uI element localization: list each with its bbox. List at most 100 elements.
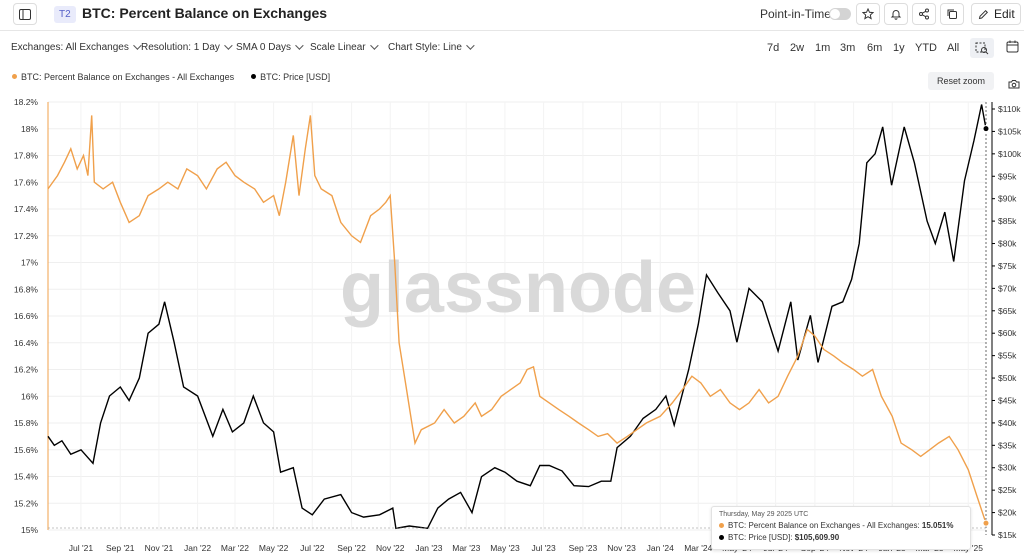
y-left-tick-label: 15%: [21, 525, 38, 535]
y-left-tick-label: 16.2%: [14, 365, 39, 375]
sma-dropdown[interactable]: SMA 0 Days: [236, 41, 304, 53]
scale-dropdown[interactable]: Scale Linear: [310, 41, 379, 53]
y-left-tick-label: 16.4%: [14, 338, 39, 348]
range-1m[interactable]: 1m: [815, 42, 831, 54]
y-right-tick-label: $35k: [998, 440, 1017, 450]
bell-icon: [890, 10, 902, 20]
point-in-time-toggle[interactable]: [829, 8, 851, 20]
tooltip-price-label: BTC: Price [USD]:: [728, 533, 793, 542]
legend-item-balance[interactable]: BTC: Percent Balance on Exchanges - All …: [12, 72, 234, 82]
grid-lines: [48, 101, 986, 531]
range-1y[interactable]: 1y: [893, 42, 905, 54]
camera-icon: [1008, 80, 1020, 89]
y-right-tick-label: $45k: [998, 395, 1017, 405]
alert-button[interactable]: [884, 3, 908, 25]
y-left-tick-label: 17.2%: [14, 231, 39, 241]
x-tick-label: May '22: [259, 543, 289, 553]
y-left-tick-label: 15.4%: [14, 472, 39, 482]
y-left-tick-label: 18%: [21, 124, 38, 134]
tooltip-balance-value: 15.051%: [921, 521, 954, 530]
y-axis-left: 15% 15.2% 15.4% 15.6% 15.8% 16% 16.2% 16.4% 16.6…: [14, 97, 39, 535]
range-3m[interactable]: 3m: [840, 42, 856, 54]
resolution-value: Resolution: 1 Day: [141, 42, 220, 53]
series-line-balance: [47, 115, 987, 524]
y-right-tick-label: $70k: [998, 283, 1017, 293]
y-right-tick-label: $85k: [998, 216, 1017, 226]
tooltip-dot-price: [719, 535, 724, 540]
y-right-tick-label: $40k: [998, 418, 1017, 428]
exchanges-dropdown[interactable]: Exchanges: All Exchanges: [11, 41, 142, 53]
x-tick-label: Nov '21: [145, 543, 174, 553]
favorite-button[interactable]: [856, 3, 880, 25]
tooltip-date: Thursday, May 29 2025 UTC: [719, 511, 809, 518]
y-right-tick-label: $105k: [998, 126, 1022, 136]
y-right-tick-label: $65k: [998, 306, 1017, 316]
y-left-tick-label: 16.8%: [14, 284, 39, 294]
x-tick-label: May '23: [490, 543, 520, 553]
series-point-price-latest: [982, 125, 990, 133]
y-left-tick-label: 16.6%: [14, 311, 39, 321]
reset-zoom-button[interactable]: Reset zoom: [928, 72, 994, 90]
y-right-tick-label: $80k: [998, 239, 1017, 249]
tooltip-dot-balance: [719, 523, 724, 528]
y-left-tick-label: 16%: [21, 391, 38, 401]
pencil-icon: [978, 9, 989, 19]
legend-dot-balance: [12, 74, 17, 79]
y-right-tick-label: $95k: [998, 171, 1017, 181]
x-tick-label: Jul '21: [69, 543, 94, 553]
x-tick-label: Nov '22: [376, 543, 405, 553]
y-axis-right: $15k $20k $25k $30k $35k $40k $45k $50k $55k $60k…: [992, 104, 1022, 540]
chart-controls: Exchanges: All Exchanges Resolution: 1 D…: [0, 38, 1024, 60]
chart-legend: BTC: Percent Balance on Exchanges - All …: [12, 72, 330, 82]
top-bar: T2 BTC: Percent Balance on Exchanges Poi…: [0, 0, 1024, 31]
range-6m[interactable]: 6m: [867, 42, 883, 54]
y-right-tick-label: $30k: [998, 463, 1017, 473]
page-title: BTC: Percent Balance on Exchanges: [82, 5, 328, 21]
range-all[interactable]: All: [947, 42, 960, 54]
x-tick-label: Jul '22: [300, 543, 325, 553]
y-left-tick-label: 17.4%: [14, 204, 39, 214]
zoom-select-icon: [975, 42, 989, 55]
tooltip-row-price: BTC: Price [USD]: $105,609.90: [719, 533, 963, 542]
y-left-tick-label: 15.6%: [14, 445, 39, 455]
x-tick-label: Jan '23: [415, 543, 442, 553]
y-left-tick-label: 17.6%: [14, 177, 39, 187]
screenshot-button[interactable]: [1008, 76, 1020, 94]
x-tick-label: Mar '23: [452, 543, 480, 553]
sidebar-toggle-button[interactable]: [13, 3, 37, 25]
legend-label-price: BTC: Price [USD]: [260, 72, 331, 82]
legend-label-balance: BTC: Percent Balance on Exchanges - All …: [21, 72, 235, 82]
chart-style-value: Chart Style: Line: [388, 42, 462, 53]
range-2w[interactable]: 2w: [790, 42, 805, 54]
y-left-tick-label: 15.8%: [14, 418, 39, 428]
x-tick-label: Mar '24: [684, 543, 712, 553]
edit-label: Edit: [994, 7, 1015, 21]
exchanges-value: Exchanges: All Exchanges: [11, 42, 129, 53]
y-right-tick-label: $75k: [998, 261, 1017, 271]
y-right-tick-label: $90k: [998, 194, 1017, 204]
series-point-balance-latest: [982, 519, 990, 527]
x-tick-label: Jan '24: [647, 543, 674, 553]
calendar-button[interactable]: [1006, 40, 1019, 58]
y-right-tick-label: $110k: [998, 104, 1021, 114]
y-left-tick-label: 18.2%: [14, 97, 39, 107]
y-right-tick-label: $25k: [998, 485, 1017, 495]
edit-button[interactable]: Edit: [971, 3, 1021, 25]
y-left-tick-label: 15.2%: [14, 498, 39, 508]
chart-style-dropdown[interactable]: Chart Style: Line: [388, 41, 475, 53]
range-ytd[interactable]: YTD: [915, 42, 937, 54]
sidebar-icon: [19, 8, 31, 20]
y-left-tick-label: 17.8%: [14, 151, 39, 161]
resolution-dropdown[interactable]: Resolution: 1 Day: [141, 41, 233, 53]
share-button[interactable]: [912, 3, 936, 25]
legend-item-price[interactable]: BTC: Price [USD]: [251, 72, 330, 82]
copy-icon: [947, 9, 957, 19]
tier-badge: T2: [54, 6, 76, 23]
x-tick-label: Sep '23: [569, 543, 598, 553]
zoom-select-button[interactable]: [970, 38, 994, 58]
y-right-tick-label: $20k: [998, 508, 1017, 518]
x-tick-label: Jan '22: [184, 543, 211, 553]
copy-button[interactable]: [940, 3, 964, 25]
range-7d[interactable]: 7d: [767, 42, 780, 54]
